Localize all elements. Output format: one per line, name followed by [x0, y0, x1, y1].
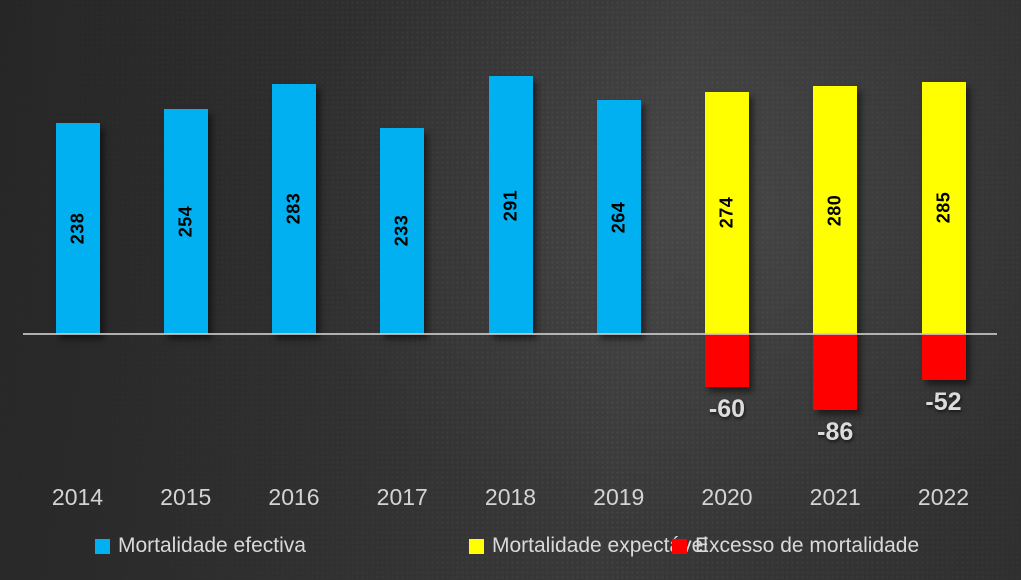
- bar-excesso-de-mortalidade-2022[interactable]: [921, 334, 966, 381]
- x-axis-label-2014: 2014: [51, 484, 104, 510]
- legend-swatch-mortalidade-efectiva: [95, 538, 110, 554]
- x-axis-label-2015: 2015: [160, 484, 212, 510]
- x-axis-line: [23, 333, 997, 335]
- bar-excesso-de-mortalidade-2020[interactable]: [705, 334, 749, 388]
- x-axis-label-2020: 2020: [701, 484, 753, 510]
- bar-mortalidade-efectiva-2017[interactable]: 233: [380, 127, 425, 334]
- legend-swatch-mortalidade-expect-vel: [469, 538, 484, 554]
- x-axis-label-2018: 2018: [484, 484, 537, 510]
- negative-value-label-2021: -86: [817, 418, 854, 447]
- legend-label: Mortalidade efectiva: [118, 534, 306, 557]
- legend-swatch-excesso-de-mortalidade: [672, 538, 687, 554]
- x-axis-label-2021: 2021: [809, 484, 861, 510]
- bar-mortalidade-expect-vel-2020[interactable]: 274: [705, 91, 749, 334]
- bar-mortalidade-efectiva-2016[interactable]: 283: [272, 83, 316, 334]
- x-axis-label-2019: 2019: [593, 484, 645, 510]
- legend-item-excesso-de-mortalidade[interactable]: Excesso de mortalidade: [672, 534, 919, 558]
- legend-item-mortalidade-expect-vel[interactable]: Mortalidade expectável: [469, 534, 708, 558]
- bar-mortalidade-expect-vel-2021[interactable]: 280: [813, 86, 858, 334]
- bar-excesso-de-mortalidade-2021[interactable]: [813, 334, 858, 411]
- negative-value-label-2022: -52: [925, 388, 962, 417]
- bar-mortalidade-efectiva-2015[interactable]: 254: [163, 109, 208, 334]
- legend-item-mortalidade-efectiva[interactable]: Mortalidade efectiva: [95, 534, 306, 558]
- legend-label: Mortalidade expectável: [492, 534, 708, 557]
- x-axis-label-2022: 2022: [917, 484, 970, 510]
- negative-value-label-2020: -60: [708, 395, 746, 424]
- bar-mortalidade-expect-vel-2022[interactable]: 285: [921, 81, 966, 334]
- x-axis-label-2016: 2016: [268, 484, 320, 510]
- bar-mortalidade-efectiva-2018[interactable]: 291: [488, 76, 533, 334]
- x-axis-label-2017: 2017: [376, 484, 428, 510]
- bar-mortalidade-efectiva-2019[interactable]: 264: [596, 100, 641, 334]
- legend-label: Excesso de mortalidade: [695, 534, 920, 557]
- bar-mortalidade-efectiva-2014[interactable]: 238: [55, 123, 100, 334]
